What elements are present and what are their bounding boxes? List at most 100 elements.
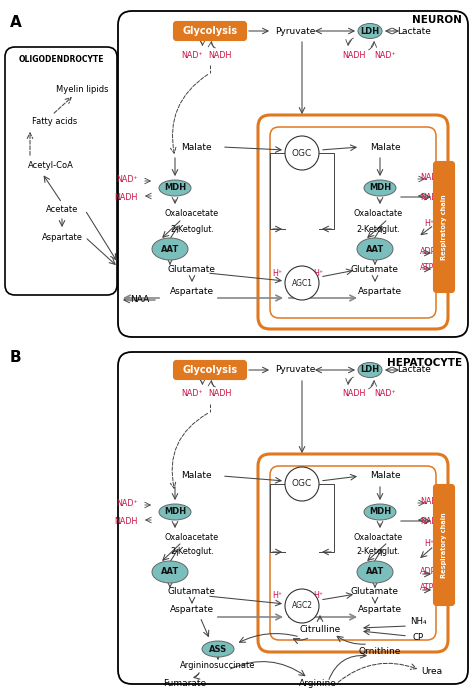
Circle shape <box>285 467 319 501</box>
FancyBboxPatch shape <box>434 484 455 606</box>
Text: NADH: NADH <box>208 389 232 398</box>
Circle shape <box>285 589 319 623</box>
Text: MDH: MDH <box>369 508 391 517</box>
Text: OGC: OGC <box>292 480 312 489</box>
Text: Oxaloacetate: Oxaloacetate <box>165 533 219 542</box>
Text: NADH: NADH <box>342 50 365 59</box>
FancyBboxPatch shape <box>270 127 436 318</box>
Text: AAT: AAT <box>366 245 384 254</box>
Text: Oxaloactate: Oxaloactate <box>354 533 402 542</box>
Ellipse shape <box>358 362 382 378</box>
Text: Argininosuccinate: Argininosuccinate <box>180 661 256 670</box>
Text: Malate: Malate <box>370 143 401 152</box>
Text: NADH: NADH <box>420 192 443 201</box>
Text: Pyruvate: Pyruvate <box>275 365 315 375</box>
Text: Aspartate: Aspartate <box>170 604 214 613</box>
Text: MDH: MDH <box>164 183 186 192</box>
Text: Malate: Malate <box>181 471 211 480</box>
Text: Glutamate: Glutamate <box>168 588 216 597</box>
Text: NAA: NAA <box>130 296 150 305</box>
Text: AAT: AAT <box>161 568 179 577</box>
Text: Oxaloactate: Oxaloactate <box>354 209 402 218</box>
Text: B: B <box>10 350 22 365</box>
Text: NAD⁺: NAD⁺ <box>420 174 442 183</box>
Text: NAD⁺: NAD⁺ <box>116 500 138 508</box>
Circle shape <box>285 266 319 300</box>
FancyBboxPatch shape <box>258 454 448 652</box>
Text: NAD⁺: NAD⁺ <box>420 497 442 506</box>
FancyBboxPatch shape <box>173 21 246 41</box>
Text: NAD⁺: NAD⁺ <box>116 176 138 185</box>
Text: MDH: MDH <box>164 508 186 517</box>
Text: H⁺: H⁺ <box>313 269 323 278</box>
Text: Glycolysis: Glycolysis <box>182 26 237 36</box>
Text: H⁺: H⁺ <box>272 591 282 601</box>
Text: NEURON: NEURON <box>412 15 462 25</box>
FancyBboxPatch shape <box>173 360 246 380</box>
Text: AGC1: AGC1 <box>292 278 312 287</box>
Text: Glutamate: Glutamate <box>168 265 216 274</box>
Text: Glycolysis: Glycolysis <box>182 365 237 375</box>
FancyBboxPatch shape <box>5 47 117 295</box>
Ellipse shape <box>358 23 382 39</box>
Text: A: A <box>10 15 22 30</box>
Text: H⁺: H⁺ <box>313 591 323 601</box>
Text: ADP: ADP <box>420 247 437 256</box>
FancyBboxPatch shape <box>258 115 448 329</box>
Text: Aspartate: Aspartate <box>358 604 402 613</box>
Text: AAT: AAT <box>161 245 179 254</box>
FancyBboxPatch shape <box>118 352 468 684</box>
Text: NADH: NADH <box>420 517 443 526</box>
Text: NAD⁺: NAD⁺ <box>374 389 396 398</box>
Text: LDH: LDH <box>360 26 380 36</box>
Text: Respiratory chain: Respiratory chain <box>441 512 447 578</box>
Ellipse shape <box>364 180 396 196</box>
Ellipse shape <box>152 561 188 583</box>
Text: Malate: Malate <box>181 143 211 152</box>
Text: NADH: NADH <box>115 192 138 201</box>
Text: NAD⁺: NAD⁺ <box>374 50 396 59</box>
Text: LDH: LDH <box>360 365 380 375</box>
Text: NAD⁺: NAD⁺ <box>181 389 203 398</box>
Text: ASS: ASS <box>209 644 227 653</box>
Ellipse shape <box>364 504 396 520</box>
Text: MDH: MDH <box>369 183 391 192</box>
Ellipse shape <box>159 504 191 520</box>
Circle shape <box>285 136 319 170</box>
Text: NADH: NADH <box>115 517 138 526</box>
Text: Fatty acids: Fatty acids <box>32 116 77 125</box>
Text: NADH: NADH <box>342 389 365 398</box>
Text: Arginine: Arginine <box>299 679 337 688</box>
Text: Myelin lipids: Myelin lipids <box>56 85 108 94</box>
Text: CP: CP <box>412 633 424 641</box>
Text: AGC2: AGC2 <box>292 601 312 610</box>
Text: NH₄: NH₄ <box>410 617 426 626</box>
Text: Acetyl-CoA: Acetyl-CoA <box>28 161 74 169</box>
FancyBboxPatch shape <box>434 161 455 293</box>
Ellipse shape <box>202 641 234 657</box>
Text: H⁺: H⁺ <box>272 269 282 278</box>
Text: Respiratory chain: Respiratory chain <box>441 194 447 260</box>
Text: Citrulline: Citrulline <box>300 624 341 633</box>
Text: ATP: ATP <box>420 584 434 593</box>
Text: Ornithine: Ornithine <box>359 648 401 657</box>
Text: 2-Ketoglut.: 2-Ketoglut. <box>356 225 400 234</box>
Text: Acetate: Acetate <box>46 205 78 214</box>
Ellipse shape <box>357 238 393 260</box>
Text: NAD⁺: NAD⁺ <box>181 50 203 59</box>
Text: H⁺: H⁺ <box>424 539 434 548</box>
Text: Pyruvate: Pyruvate <box>275 26 315 36</box>
Text: Aspartate: Aspartate <box>42 232 82 242</box>
Text: OLIGODENDROCYTE: OLIGODENDROCYTE <box>18 56 104 65</box>
Text: Aspartate: Aspartate <box>170 287 214 296</box>
Text: Glutamate: Glutamate <box>351 588 399 597</box>
Text: 2-Ketoglut.: 2-Ketoglut. <box>170 548 214 557</box>
Text: Glutamate: Glutamate <box>351 265 399 274</box>
Text: Lactate: Lactate <box>397 365 431 375</box>
Text: Urea: Urea <box>421 668 443 677</box>
Text: Lactate: Lactate <box>397 26 431 36</box>
Text: H⁺: H⁺ <box>424 218 434 227</box>
FancyBboxPatch shape <box>118 11 468 337</box>
Text: Fumarate: Fumarate <box>164 679 207 688</box>
Text: Malate: Malate <box>370 471 401 480</box>
